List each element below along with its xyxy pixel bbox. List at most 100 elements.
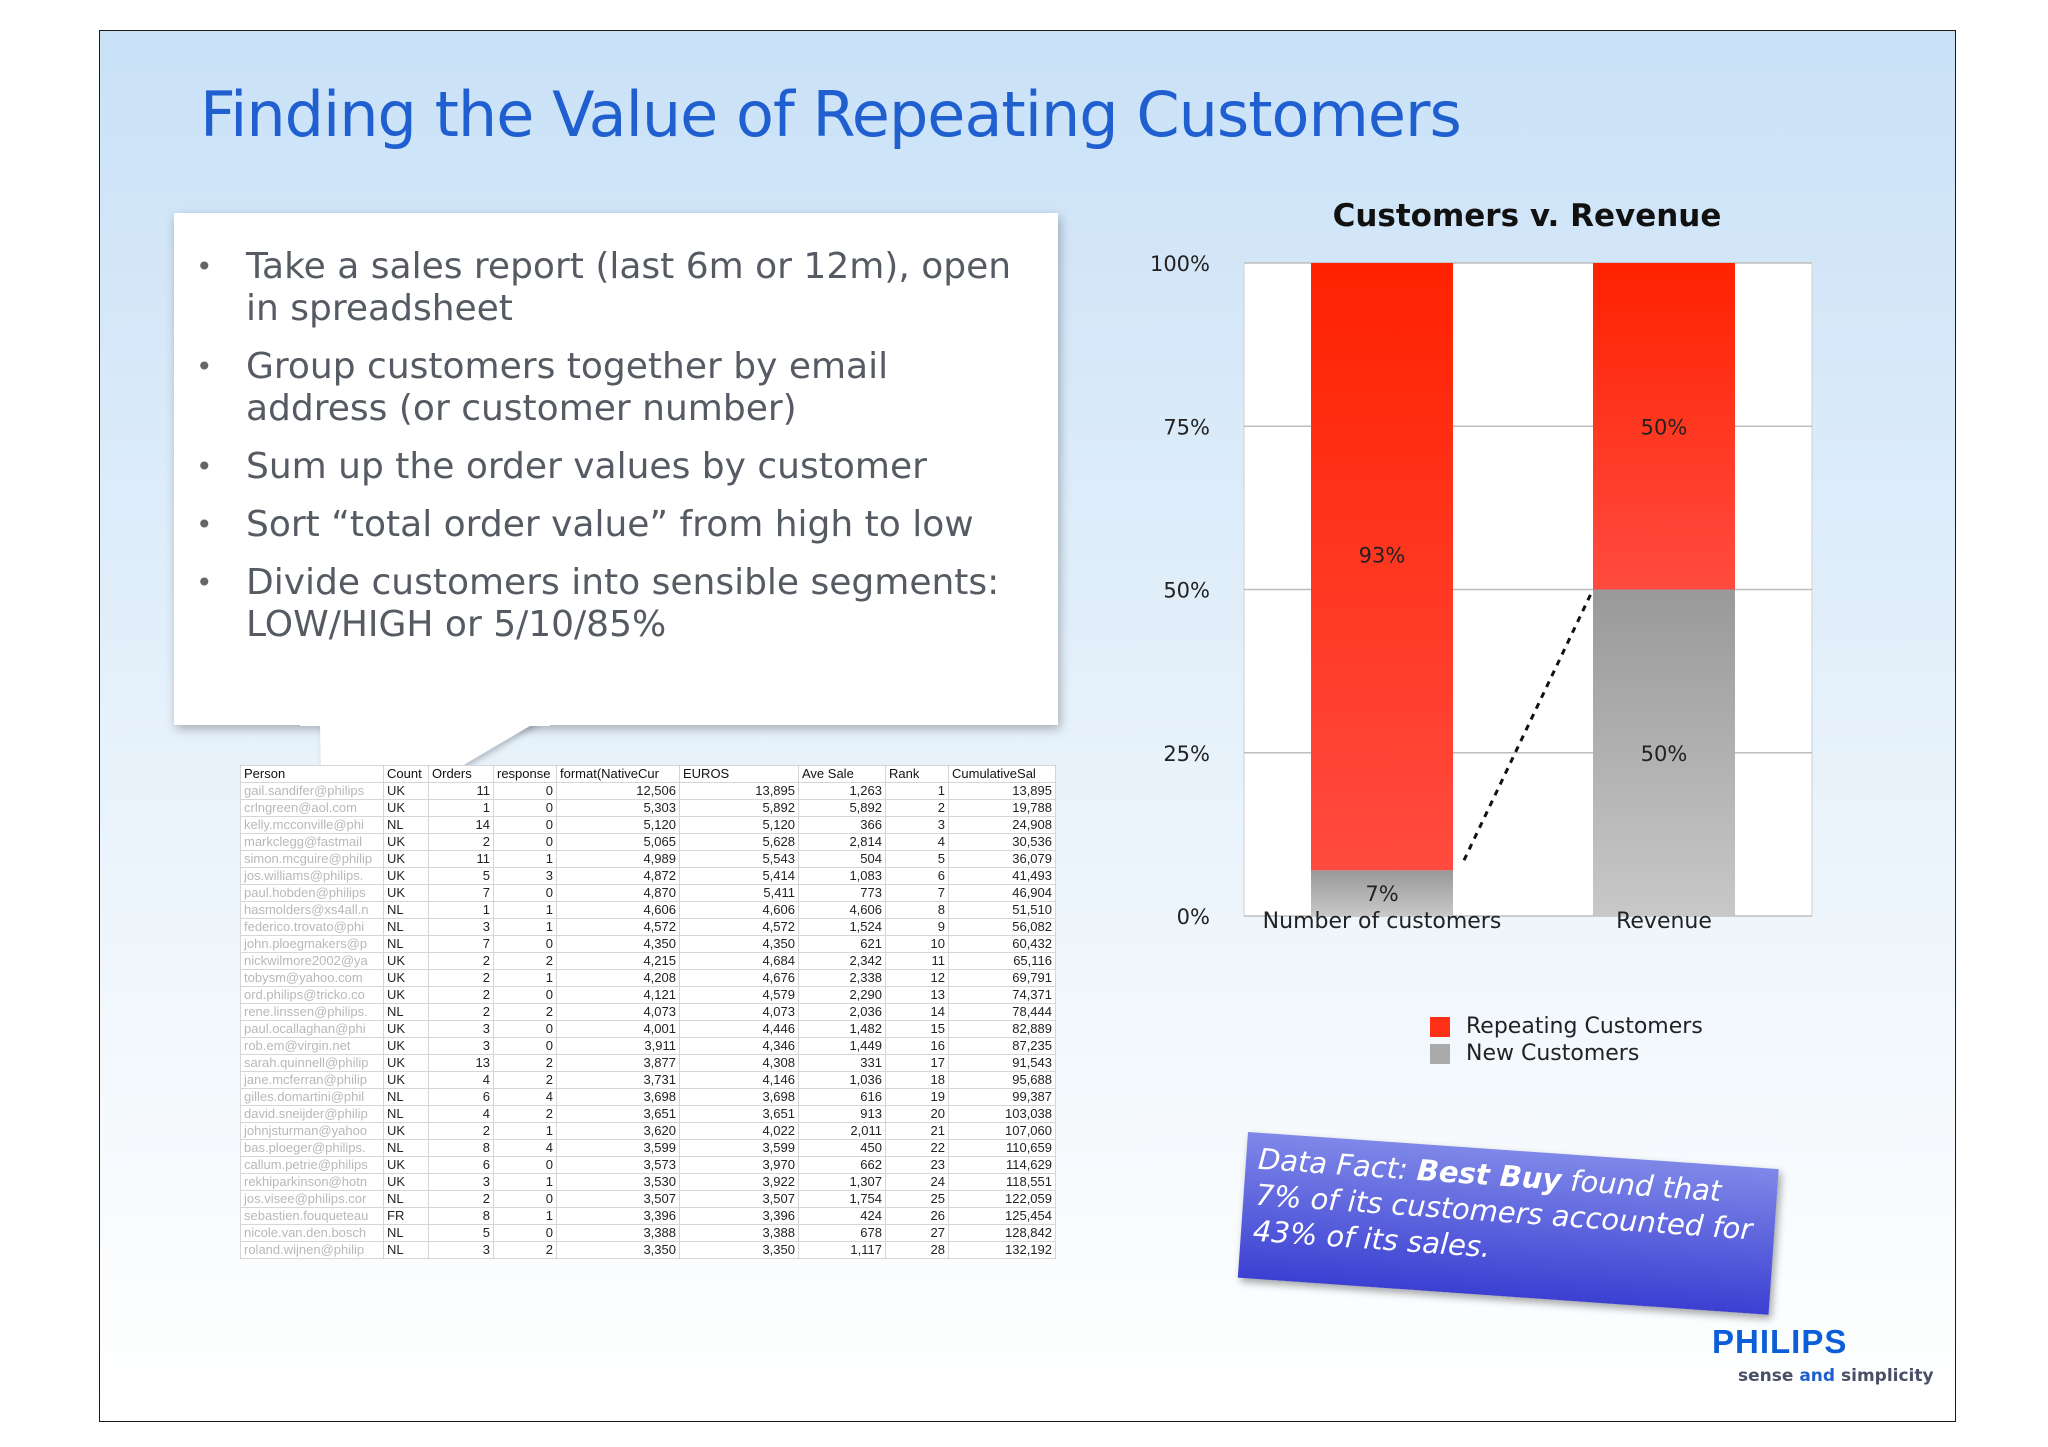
table-cell: 424 xyxy=(798,1207,886,1225)
table-cell: sebastien.fouqueteau xyxy=(240,1207,384,1225)
y-tick-label: 50% xyxy=(1163,579,1210,603)
table-cell: 5 xyxy=(885,850,949,868)
table-cell: 9 xyxy=(885,918,949,936)
table-cell: NL xyxy=(383,1105,429,1123)
bullet-text: Group customers together by email addres… xyxy=(246,346,889,429)
table-cell: 3 xyxy=(428,1241,494,1259)
table-cell: 11 xyxy=(428,850,494,868)
table-cell: 78,444 xyxy=(948,1003,1056,1021)
x-tick-label: Number of customers xyxy=(1263,909,1502,930)
table-cell: 56,082 xyxy=(948,918,1056,936)
table-cell: 4,606 xyxy=(679,901,799,919)
table-row: bas.ploeger@philips. NL 8 4 3,599 3,599 450 22 1… xyxy=(240,1139,1056,1157)
table-cell: 0 xyxy=(493,833,557,851)
bullet-text: Divide customers into sensible segments:… xyxy=(246,562,1000,645)
table-cell: 5,065 xyxy=(556,833,680,851)
table-cell: 3 xyxy=(428,1173,494,1191)
table-cell: UK xyxy=(383,1037,429,1055)
table-row: federico.trovato@phi NL 3 1 4,572 4,572 1,524 9… xyxy=(240,918,1056,936)
table-cell: 51,510 xyxy=(948,901,1056,919)
table-cell: 132,192 xyxy=(948,1241,1056,1259)
table-cell: 103,038 xyxy=(948,1105,1056,1123)
sales-spreadsheet: Person Count Orders response format(NativeCu… xyxy=(240,765,1056,1259)
table-row: paul.hobden@philips UK 7 0 4,870 5,411 773 7 46,… xyxy=(240,884,1056,902)
table-cell: 4,350 xyxy=(556,935,680,953)
table-cell: 4,121 xyxy=(556,986,680,1004)
table-cell: 7 xyxy=(428,935,494,953)
table-cell: crlngreen@aol.com xyxy=(240,799,384,817)
table-row: gail.sandifer@philips UK 11 0 12,506 13,895 1,… xyxy=(240,782,1056,800)
table-cell: 128,842 xyxy=(948,1224,1056,1242)
table-cell: 5 xyxy=(428,867,494,885)
table-cell: gail.sandifer@philips xyxy=(240,782,384,800)
table-cell: 450 xyxy=(798,1139,886,1157)
table-cell: NL xyxy=(383,1241,429,1259)
table-cell: 2 xyxy=(493,1054,557,1072)
table-cell: 4,346 xyxy=(679,1037,799,1055)
tagline-sense: sense xyxy=(1738,1366,1794,1386)
table-cell: 2 xyxy=(493,1105,557,1123)
table-cell: NL xyxy=(383,1003,429,1021)
table-cell: 3,530 xyxy=(556,1173,680,1191)
table-cell: 4,872 xyxy=(556,867,680,885)
table-cell: 4,208 xyxy=(556,969,680,987)
table-cell: 3,599 xyxy=(679,1139,799,1157)
table-row: rene.linssen@philips. NL 2 2 4,073 4,073 2,036… xyxy=(240,1003,1056,1021)
table-cell: 41,493 xyxy=(948,867,1056,885)
table-cell: 13 xyxy=(885,986,949,1004)
table-cell: 4,684 xyxy=(679,952,799,970)
table-cell: 22 xyxy=(885,1139,949,1157)
table-cell: 24 xyxy=(885,1173,949,1191)
table-cell: 7 xyxy=(428,884,494,902)
table-cell: UK xyxy=(383,799,429,817)
table-row: simon.mcguire@philip UK 11 1 4,989 5,543 504 5 3… xyxy=(240,850,1056,868)
y-tick-label: 75% xyxy=(1163,415,1210,439)
data-label: 93% xyxy=(1359,543,1406,567)
table-cell: 2,290 xyxy=(798,986,886,1004)
table-cell: 99,387 xyxy=(948,1088,1056,1106)
table-cell: 125,454 xyxy=(948,1207,1056,1225)
table-cell: 678 xyxy=(798,1224,886,1242)
table-cell: 14 xyxy=(885,1003,949,1021)
table-cell: UK xyxy=(383,1071,429,1089)
table-cell: 1 xyxy=(493,1122,557,1140)
table-cell: 0 xyxy=(493,986,557,1004)
bullet-dot-icon: • xyxy=(196,450,213,483)
table-row: callum.petrie@philips UK 6 0 3,573 3,970 662 23… xyxy=(240,1156,1056,1174)
table-cell: 4 xyxy=(493,1088,557,1106)
table-cell: 4,446 xyxy=(679,1020,799,1038)
table-cell: 65,116 xyxy=(948,952,1056,970)
table-cell: 4,606 xyxy=(798,901,886,919)
table-cell: 91,543 xyxy=(948,1054,1056,1072)
table-cell: 0 xyxy=(493,884,557,902)
table-cell: 20 xyxy=(885,1105,949,1123)
table-cell: UK xyxy=(383,1054,429,1072)
column-header: EUROS xyxy=(679,765,799,783)
table-cell: 1,482 xyxy=(798,1020,886,1038)
table-cell: 3,396 xyxy=(679,1207,799,1225)
table-row: david.sneijder@philip NL 4 2 3,651 3,651 913 20… xyxy=(240,1105,1056,1123)
table-cell: UK xyxy=(383,1020,429,1038)
table-cell: 913 xyxy=(798,1105,886,1123)
table-row: johnjsturman@yahoo UK 2 1 3,620 4,022 2,011 21 1… xyxy=(240,1122,1056,1140)
table-cell: 3,731 xyxy=(556,1071,680,1089)
table-cell: 0 xyxy=(493,935,557,953)
table-cell: 12 xyxy=(885,969,949,987)
table-cell: 4,870 xyxy=(556,884,680,902)
spreadsheet-body: gail.sandifer@philips UK 11 0 12,506 13,895 1,… xyxy=(240,782,1056,1259)
table-cell: 6 xyxy=(885,867,949,885)
table-cell: 21 xyxy=(885,1122,949,1140)
table-cell: 1,117 xyxy=(798,1241,886,1259)
table-cell: 3,599 xyxy=(556,1139,680,1157)
legend-swatch-icon xyxy=(1430,1043,1450,1064)
table-cell: nickwilmore2002@ya xyxy=(240,952,384,970)
table-cell: NL xyxy=(383,918,429,936)
table-cell: 74,371 xyxy=(948,986,1056,1004)
table-cell: 1 xyxy=(493,1173,557,1191)
table-cell: 621 xyxy=(798,935,886,953)
table-cell: 4 xyxy=(428,1105,494,1123)
table-cell: 0 xyxy=(493,799,557,817)
table-cell: 3,970 xyxy=(679,1156,799,1174)
philips-tagline: sense and simplicity xyxy=(1738,1366,1934,1386)
table-cell: 13,895 xyxy=(948,782,1056,800)
